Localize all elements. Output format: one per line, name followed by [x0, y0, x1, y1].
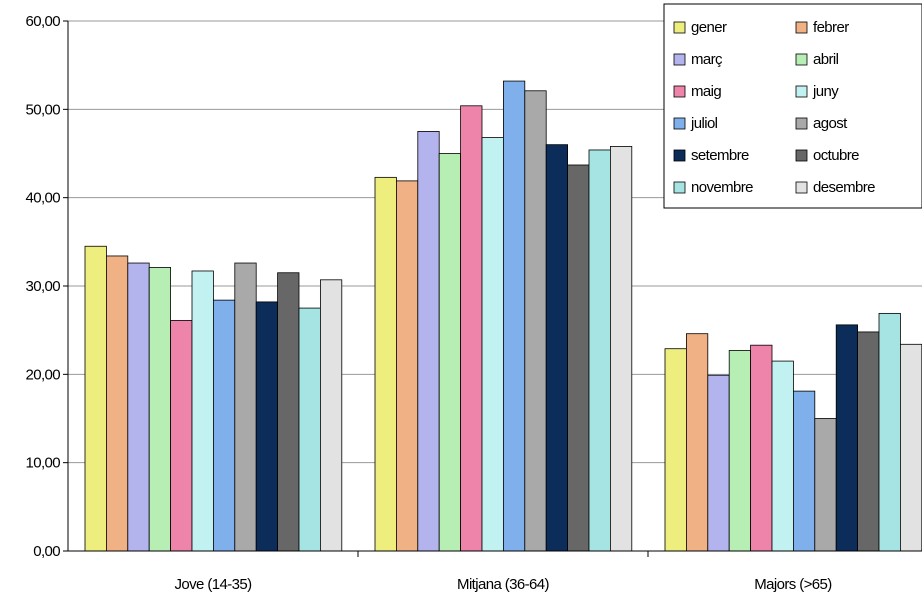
bar-març — [707, 374, 730, 552]
bar-juny — [481, 137, 504, 552]
y-tick-label: 20,00 — [25, 366, 60, 383]
bar-maig — [170, 320, 193, 552]
legend-label-gener: gener — [691, 19, 727, 36]
bar-juny — [191, 270, 214, 552]
y-tick-label: 60,00 — [25, 13, 60, 30]
bar-setembre — [835, 324, 859, 552]
legend-label-setembre: setembre — [691, 147, 749, 164]
bar-març — [127, 262, 150, 552]
axes: 0,00 10,00 20,00 30,00 40,00 50,00 60,00 Jove (… — [25, 13, 922, 593]
legend-swatch-juny — [795, 85, 808, 98]
bar-gener — [84, 245, 107, 552]
bar-juliol — [793, 390, 816, 552]
legend-label-abril: abril — [813, 51, 839, 68]
bar-desembre — [319, 279, 343, 552]
legend-label-març: març — [691, 51, 723, 68]
legend-label-desembre: desembre — [813, 179, 875, 196]
bar-octubre — [277, 272, 300, 552]
legend-label-novembre: novembre — [691, 179, 753, 196]
bar-abril — [438, 153, 462, 552]
bar-novembre — [878, 312, 901, 552]
legend-label-agost: agost — [813, 115, 848, 132]
bar-maig — [750, 344, 773, 552]
bar-juny — [771, 360, 794, 552]
bar-gener — [374, 176, 397, 552]
legend-swatch-febrer — [795, 21, 808, 34]
bar-novembre — [588, 149, 611, 552]
y-tick-label: 10,00 — [25, 455, 60, 472]
y-tick-label: 40,00 — [25, 190, 60, 207]
x-tick-label: Majors (>65) — [754, 576, 832, 593]
legend-swatch-octubre — [795, 149, 808, 162]
bar-desembre — [610, 146, 633, 552]
bar-febrer — [106, 255, 129, 552]
bar-maig — [460, 105, 483, 552]
bar-desembre — [900, 343, 922, 552]
bar-juliol — [212, 299, 236, 552]
legend-swatch-abril — [795, 53, 808, 66]
bar-agost — [814, 418, 837, 552]
bar-febrer — [686, 333, 709, 552]
legend-label-juliol: juliol — [690, 115, 718, 132]
legend: gener febrer març abril maig juny juliol agost s… — [663, 3, 922, 209]
y-tick-label: 30,00 — [25, 278, 60, 295]
legend-label-octubre: octubre — [813, 147, 859, 164]
bar-octubre — [857, 331, 880, 552]
legend-swatch-maig — [673, 85, 686, 98]
legend-label-febrer: febrer — [813, 19, 849, 36]
legend-swatch-agost — [795, 117, 808, 130]
legend-label-maig: maig — [691, 83, 721, 100]
legend-swatch-gener — [673, 21, 686, 34]
bar-setembre — [255, 301, 279, 552]
y-tick-label: 0,00 — [33, 543, 60, 560]
bars — [84, 80, 922, 552]
bar-octubre — [567, 164, 590, 552]
bar-juliol — [502, 80, 526, 552]
bar-agost — [234, 262, 257, 552]
x-tick-label: Mitjana (36-64) — [457, 576, 549, 593]
bar-novembre — [298, 307, 321, 552]
bar-febrer — [395, 180, 419, 552]
bar-març — [417, 131, 440, 552]
bar-gener — [664, 348, 687, 552]
legend-swatch-setembre — [673, 149, 686, 162]
legend-label-juny: juny — [812, 83, 839, 100]
legend-box — [663, 3, 922, 209]
bar-setembre — [545, 144, 569, 552]
legend-swatch-març — [673, 53, 686, 66]
bar-agost — [524, 90, 547, 552]
y-tick-label: 50,00 — [25, 101, 60, 118]
bar-abril — [148, 267, 171, 552]
x-tick-label: Jove (14-35) — [174, 576, 252, 593]
legend-swatch-juliol — [673, 117, 686, 130]
legend-swatch-desembre — [795, 181, 808, 194]
bar-abril — [728, 350, 752, 552]
legend-swatch-novembre — [673, 181, 686, 194]
